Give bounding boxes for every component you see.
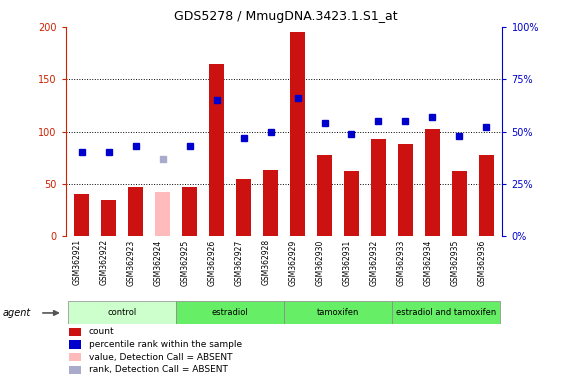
Text: GSM362929: GSM362929	[288, 239, 297, 286]
Text: GSM362922: GSM362922	[100, 239, 109, 285]
Bar	[284, 301, 392, 324]
Bar	[74, 194, 89, 236]
Text: count: count	[89, 327, 114, 336]
Text: estradiol: estradiol	[212, 308, 248, 318]
Text: GSM362935: GSM362935	[451, 239, 459, 286]
Text: control: control	[108, 308, 137, 318]
Bar	[290, 32, 305, 236]
Text: GDS5278 / MmugDNA.3423.1.S1_at: GDS5278 / MmugDNA.3423.1.S1_at	[174, 10, 397, 23]
Bar	[209, 63, 224, 236]
Bar	[317, 154, 332, 236]
Text: GSM362921: GSM362921	[73, 239, 82, 285]
Text: GSM362928: GSM362928	[262, 239, 271, 285]
Text: GSM362931: GSM362931	[343, 239, 352, 286]
Bar	[263, 170, 278, 236]
Text: agent: agent	[3, 308, 31, 318]
Bar	[452, 171, 467, 236]
Text: GSM362927: GSM362927	[235, 239, 244, 286]
Text: GSM362933: GSM362933	[396, 239, 405, 286]
Bar	[182, 187, 197, 236]
Bar	[128, 187, 143, 236]
Bar	[344, 171, 359, 236]
Text: percentile rank within the sample: percentile rank within the sample	[89, 340, 242, 349]
Bar	[102, 200, 116, 236]
Text: rank, Detection Call = ABSENT: rank, Detection Call = ABSENT	[89, 365, 227, 374]
Text: GSM362923: GSM362923	[127, 239, 136, 286]
Text: value, Detection Call = ABSENT: value, Detection Call = ABSENT	[89, 353, 232, 362]
Text: GSM362932: GSM362932	[369, 239, 379, 286]
Bar	[155, 192, 170, 236]
Text: GSM362926: GSM362926	[208, 239, 216, 286]
Bar	[371, 139, 386, 236]
Text: estradiol and tamoxifen: estradiol and tamoxifen	[396, 308, 496, 318]
Text: GSM362930: GSM362930	[316, 239, 324, 286]
Bar	[479, 154, 494, 236]
Bar	[176, 301, 284, 324]
Bar	[392, 301, 500, 324]
Text: GSM362934: GSM362934	[423, 239, 432, 286]
Text: tamoxifen: tamoxifen	[317, 308, 359, 318]
Bar	[425, 129, 440, 236]
Text: GSM362936: GSM362936	[477, 239, 486, 286]
Bar	[236, 179, 251, 236]
Bar	[69, 301, 176, 324]
Text: GSM362925: GSM362925	[180, 239, 190, 286]
Bar	[398, 144, 413, 236]
Text: GSM362924: GSM362924	[154, 239, 163, 286]
